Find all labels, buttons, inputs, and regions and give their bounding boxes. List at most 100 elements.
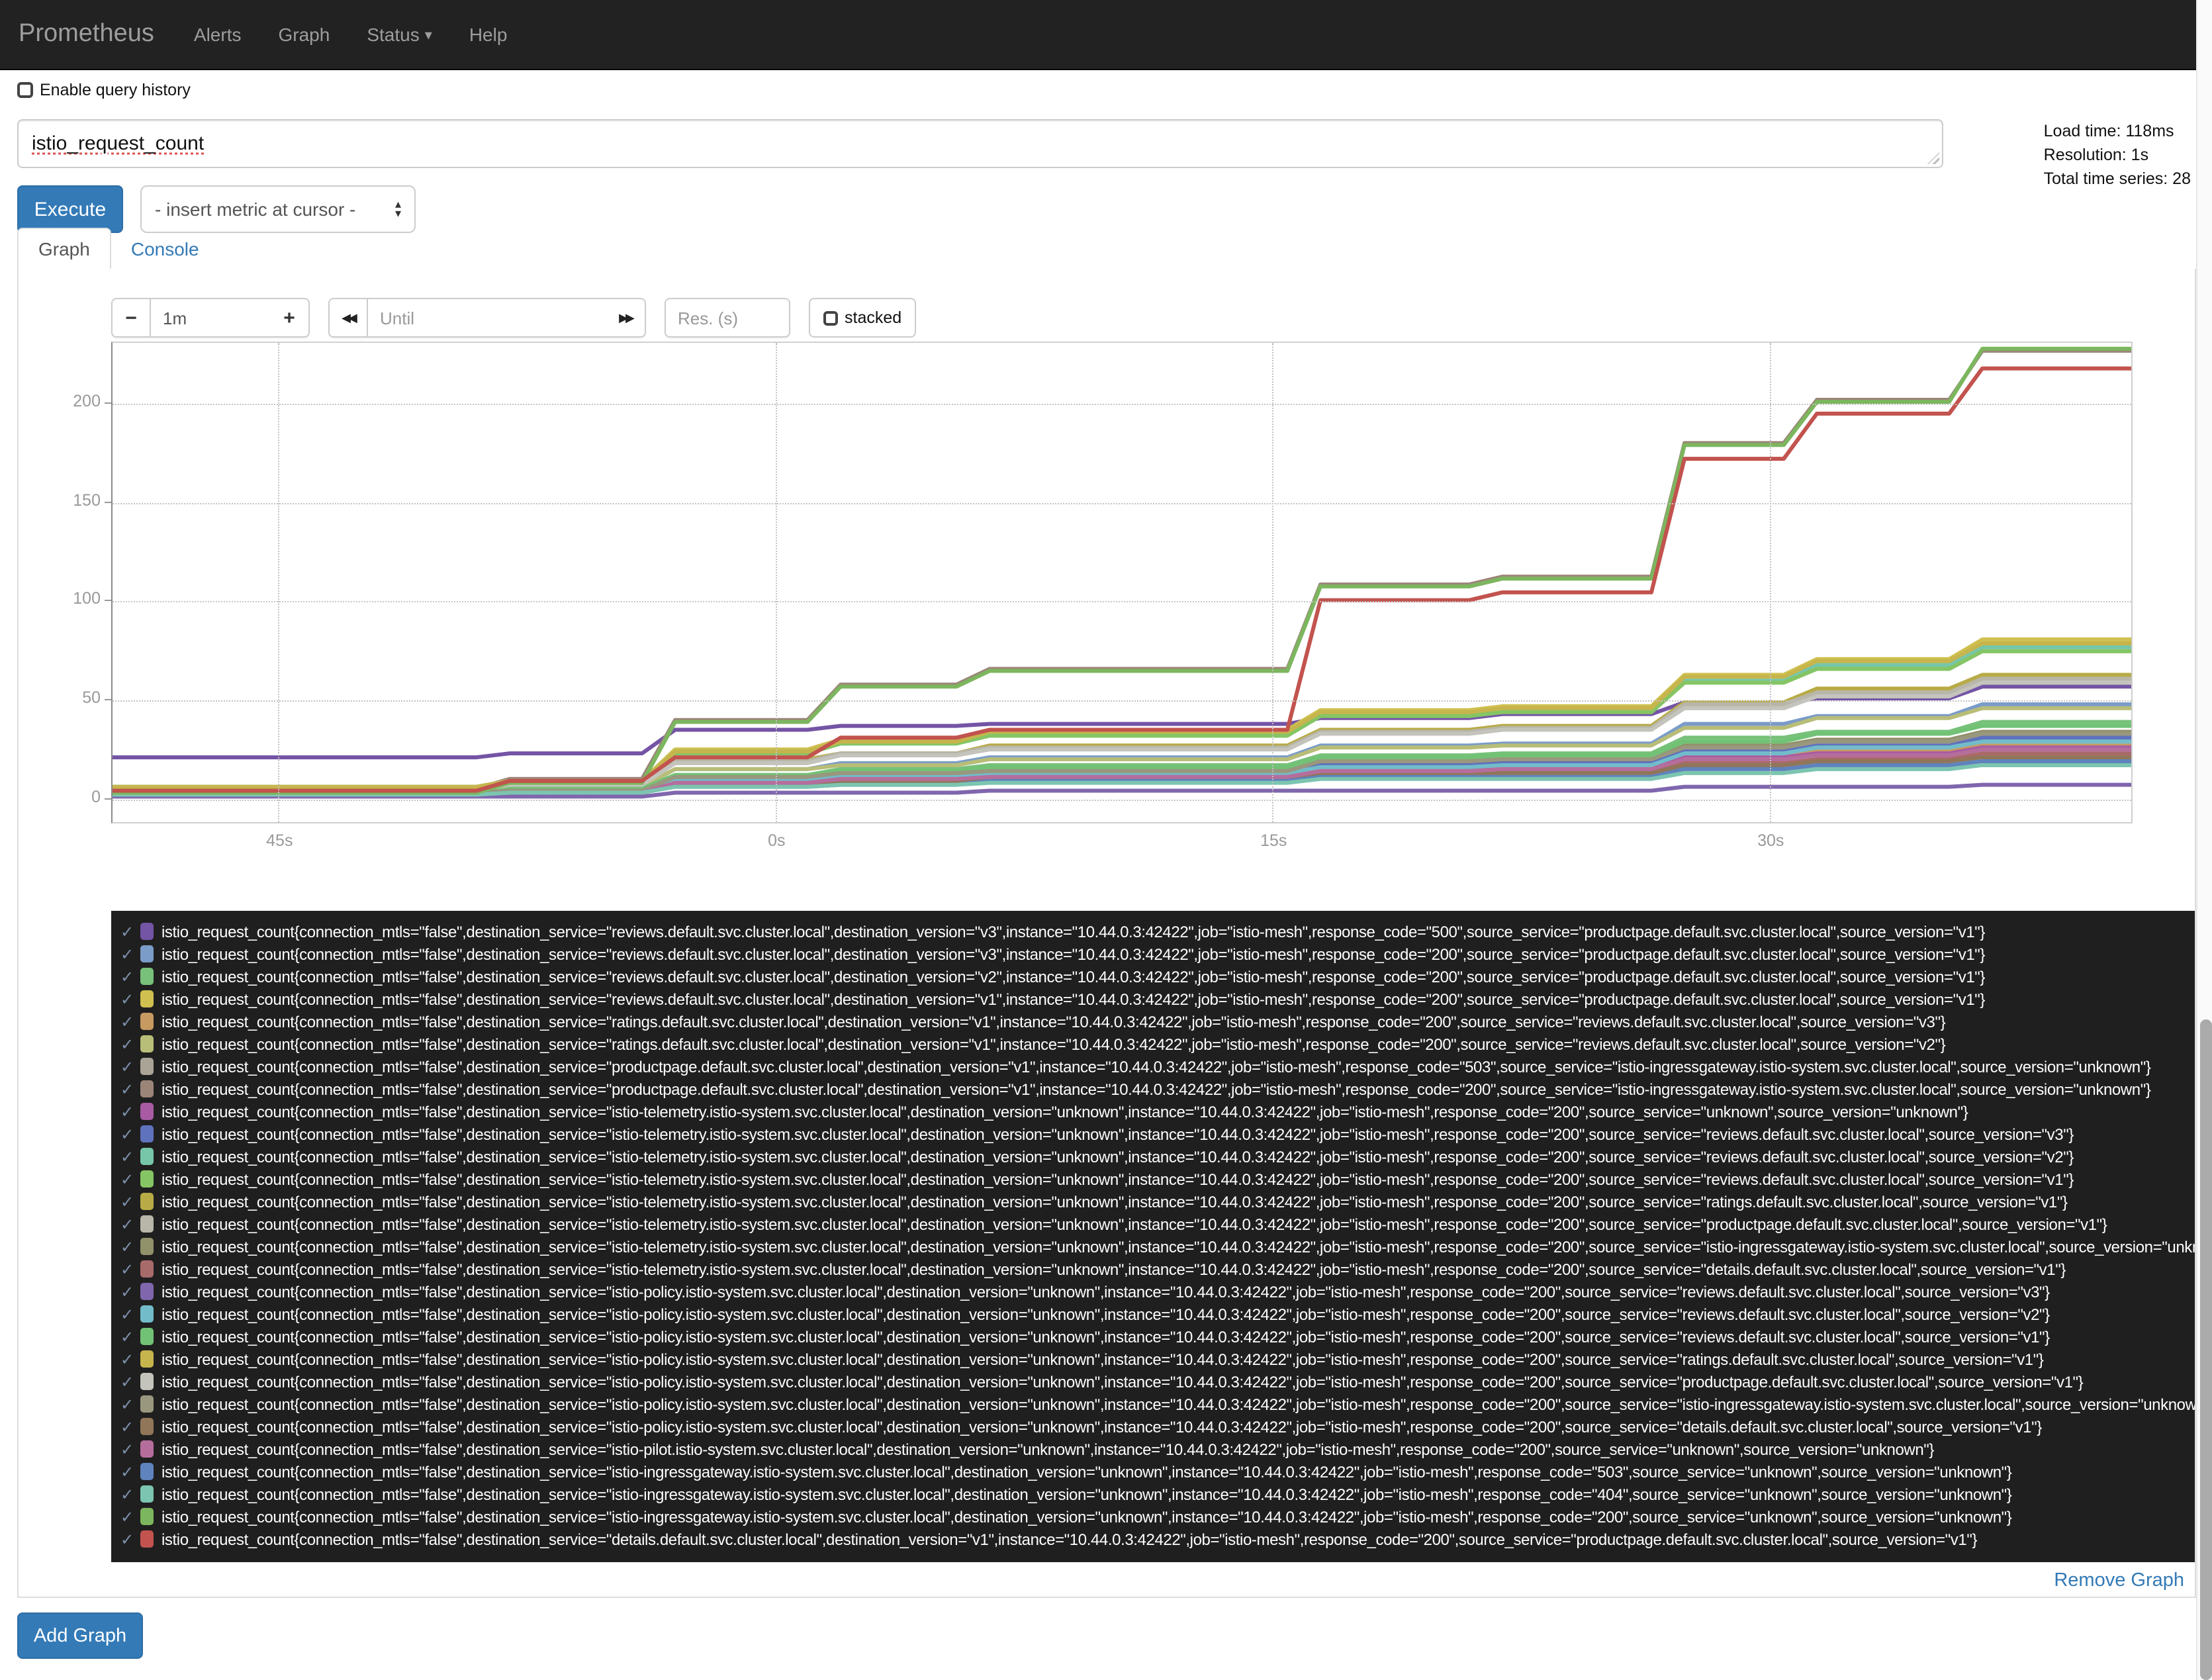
nav-item-status[interactable]: Status ▾	[367, 24, 432, 45]
legend-series-label[interactable]: istio_request_count{connection_mtls="fal…	[161, 1372, 2084, 1391]
legend-row[interactable]: ✓ istio_request_count{connection_mtls="fa…	[120, 920, 2195, 943]
stacked-checkbox[interactable]	[823, 310, 838, 325]
resize-grip-icon[interactable]	[1927, 152, 1939, 164]
legend-check-icon[interactable]: ✓	[120, 945, 134, 963]
legend-check-icon[interactable]: ✓	[120, 1012, 134, 1031]
legend-row[interactable]: ✓ istio_request_count{connection_mtls="fa…	[120, 1145, 2195, 1168]
shrink-range-button[interactable]: −	[111, 298, 151, 338]
plot-area[interactable]	[111, 342, 2133, 823]
legend-check-icon[interactable]: ✓	[120, 1282, 134, 1301]
legend-check-icon[interactable]: ✓	[120, 1462, 134, 1481]
legend-check-icon[interactable]: ✓	[120, 967, 134, 986]
legend-check-icon[interactable]: ✓	[120, 1485, 134, 1503]
legend-row[interactable]: ✓ istio_request_count{connection_mtls="fa…	[120, 1100, 2195, 1123]
legend-check-icon[interactable]: ✓	[120, 1440, 134, 1458]
legend-row[interactable]: ✓ istio_request_count{connection_mtls="fa…	[120, 1370, 2195, 1393]
legend-row[interactable]: ✓ istio_request_count{connection_mtls="fa…	[120, 1393, 2195, 1415]
legend-check-icon[interactable]: ✓	[120, 1147, 134, 1166]
step-backward-icon[interactable]: ◀◀	[328, 298, 368, 338]
legend-series-label[interactable]: istio_request_count{connection_mtls="fal…	[161, 1327, 2050, 1346]
legend-series-label[interactable]: istio_request_count{connection_mtls="fal…	[161, 1057, 2151, 1076]
legend-series-label[interactable]: istio_request_count{connection_mtls="fal…	[161, 1237, 2195, 1256]
legend-row[interactable]: ✓ istio_request_count{connection_mtls="fa…	[120, 1033, 2195, 1055]
legend-series-label[interactable]: istio_request_count{connection_mtls="fal…	[161, 967, 1986, 986]
legend-series-label[interactable]: istio_request_count{connection_mtls="fal…	[161, 1485, 2012, 1503]
legend-row[interactable]: ✓ istio_request_count{connection_mtls="fa…	[120, 1235, 2195, 1258]
add-graph-button[interactable]: Add Graph	[17, 1612, 143, 1659]
legend-check-icon[interactable]: ✓	[120, 1057, 134, 1076]
legend-row[interactable]: ✓ istio_request_count{connection_mtls="fa…	[120, 1483, 2195, 1505]
scrollbar-thumb[interactable]	[2199, 1019, 2211, 1680]
brand-prometheus[interactable]: Prometheus	[19, 20, 154, 48]
legend-row[interactable]: ✓ istio_request_count{connection_mtls="fa…	[120, 943, 2195, 965]
legend-check-icon[interactable]: ✓	[120, 1237, 134, 1256]
legend-row[interactable]: ✓ istio_request_count{connection_mtls="fa…	[120, 965, 2195, 988]
legend-row[interactable]: ✓ istio_request_count{connection_mtls="fa…	[120, 1280, 2195, 1303]
legend-series-label[interactable]: istio_request_count{connection_mtls="fal…	[161, 1102, 1968, 1121]
legend-row[interactable]: ✓ istio_request_count{connection_mtls="fa…	[120, 1078, 2195, 1100]
legend-check-icon[interactable]: ✓	[120, 1417, 134, 1436]
legend-check-icon[interactable]: ✓	[120, 1507, 134, 1526]
end-time-input[interactable]	[368, 298, 606, 338]
legend-series-label[interactable]: istio_request_count{connection_mtls="fal…	[161, 945, 1986, 963]
legend-row[interactable]: ✓ istio_request_count{connection_mtls="fa…	[120, 1460, 2195, 1483]
legend-check-icon[interactable]: ✓	[120, 1350, 134, 1368]
legend-row[interactable]: ✓ istio_request_count{connection_mtls="fa…	[120, 1213, 2195, 1235]
legend-row[interactable]: ✓ istio_request_count{connection_mtls="fa…	[120, 1010, 2195, 1033]
legend-check-icon[interactable]: ✓	[120, 1102, 134, 1121]
legend-series-label[interactable]: istio_request_count{connection_mtls="fal…	[161, 1395, 2195, 1413]
legend-check-icon[interactable]: ✓	[120, 990, 134, 1008]
legend-check-icon[interactable]: ✓	[120, 1395, 134, 1413]
resolution-input[interactable]	[665, 298, 790, 338]
legend-series-label[interactable]: istio_request_count{connection_mtls="fal…	[161, 1282, 2050, 1301]
legend-row[interactable]: ✓ istio_request_count{connection_mtls="fa…	[120, 1438, 2195, 1460]
legend-check-icon[interactable]: ✓	[120, 1035, 134, 1053]
legend-series-label[interactable]: istio_request_count{connection_mtls="fal…	[161, 1305, 2050, 1323]
legend-row[interactable]: ✓ istio_request_count{connection_mtls="fa…	[120, 1168, 2195, 1190]
legend-series-label[interactable]: istio_request_count{connection_mtls="fal…	[161, 1507, 2012, 1526]
legend-row[interactable]: ✓ istio_request_count{connection_mtls="fa…	[120, 1505, 2195, 1528]
legend-row[interactable]: ✓ istio_request_count{connection_mtls="fa…	[120, 988, 2195, 1010]
insert-metric-select[interactable]: - insert metric at cursor - ▴ ▾	[140, 185, 416, 233]
legend-series-label[interactable]: istio_request_count{connection_mtls="fal…	[161, 1125, 2074, 1143]
legend-series-label[interactable]: istio_request_count{connection_mtls="fal…	[161, 1147, 2074, 1166]
legend-check-icon[interactable]: ✓	[120, 1192, 134, 1211]
legend-row[interactable]: ✓ istio_request_count{connection_mtls="fa…	[120, 1303, 2195, 1325]
legend-row[interactable]: ✓ istio_request_count{connection_mtls="fa…	[120, 1528, 2195, 1550]
nav-item-help[interactable]: Help	[469, 24, 508, 45]
legend-check-icon[interactable]: ✓	[120, 1260, 134, 1278]
legend-row[interactable]: ✓ istio_request_count{connection_mtls="fa…	[120, 1190, 2195, 1213]
remove-graph-link[interactable]: Remove Graph	[2054, 1570, 2184, 1591]
legend-row[interactable]: ✓ istio_request_count{connection_mtls="fa…	[120, 1258, 2195, 1280]
legend-series-label[interactable]: istio_request_count{connection_mtls="fal…	[161, 1462, 2012, 1481]
legend-series-label[interactable]: istio_request_count{connection_mtls="fal…	[161, 1012, 1946, 1031]
legend-check-icon[interactable]: ✓	[120, 1372, 134, 1391]
enable-query-history-checkbox[interactable]	[17, 82, 33, 98]
legend-series-label[interactable]: istio_request_count{connection_mtls="fal…	[161, 922, 1986, 941]
legend-series-label[interactable]: istio_request_count{connection_mtls="fal…	[161, 1530, 1978, 1548]
legend-row[interactable]: ✓ istio_request_count{connection_mtls="fa…	[120, 1325, 2195, 1348]
legend-row[interactable]: ✓ istio_request_count{connection_mtls="fa…	[120, 1055, 2195, 1078]
nav-item-graph[interactable]: Graph	[278, 24, 330, 45]
legend-series-label[interactable]: istio_request_count{connection_mtls="fal…	[161, 990, 1986, 1008]
query-expression-input[interactable]: istio_request_count	[17, 119, 1943, 168]
tab-graph[interactable]: Graph	[17, 228, 111, 270]
legend-series-label[interactable]: istio_request_count{connection_mtls="fal…	[161, 1080, 2151, 1098]
legend-series-label[interactable]: istio_request_count{connection_mtls="fal…	[161, 1260, 2066, 1278]
legend-check-icon[interactable]: ✓	[120, 1170, 134, 1188]
legend-row[interactable]: ✓ istio_request_count{connection_mtls="fa…	[120, 1348, 2195, 1370]
legend-check-icon[interactable]: ✓	[120, 1530, 134, 1548]
legend-row[interactable]: ✓ istio_request_count{connection_mtls="fa…	[120, 1123, 2195, 1145]
legend-series-label[interactable]: istio_request_count{connection_mtls="fal…	[161, 1192, 2068, 1211]
legend-series-label[interactable]: istio_request_count{connection_mtls="fal…	[161, 1350, 2044, 1368]
legend-series-label[interactable]: istio_request_count{connection_mtls="fal…	[161, 1170, 2074, 1188]
legend-check-icon[interactable]: ✓	[120, 1215, 134, 1233]
legend-series-label[interactable]: istio_request_count{connection_mtls="fal…	[161, 1440, 1935, 1458]
legend-series-label[interactable]: istio_request_count{connection_mtls="fal…	[161, 1417, 2042, 1436]
legend-series-label[interactable]: istio_request_count{connection_mtls="fal…	[161, 1215, 2107, 1233]
legend-series-label[interactable]: istio_request_count{connection_mtls="fal…	[161, 1035, 1946, 1053]
legend-check-icon[interactable]: ✓	[120, 1125, 134, 1143]
legend-check-icon[interactable]: ✓	[120, 1305, 134, 1323]
legend-row[interactable]: ✓ istio_request_count{connection_mtls="fa…	[120, 1415, 2195, 1438]
legend-check-icon[interactable]: ✓	[120, 1080, 134, 1098]
